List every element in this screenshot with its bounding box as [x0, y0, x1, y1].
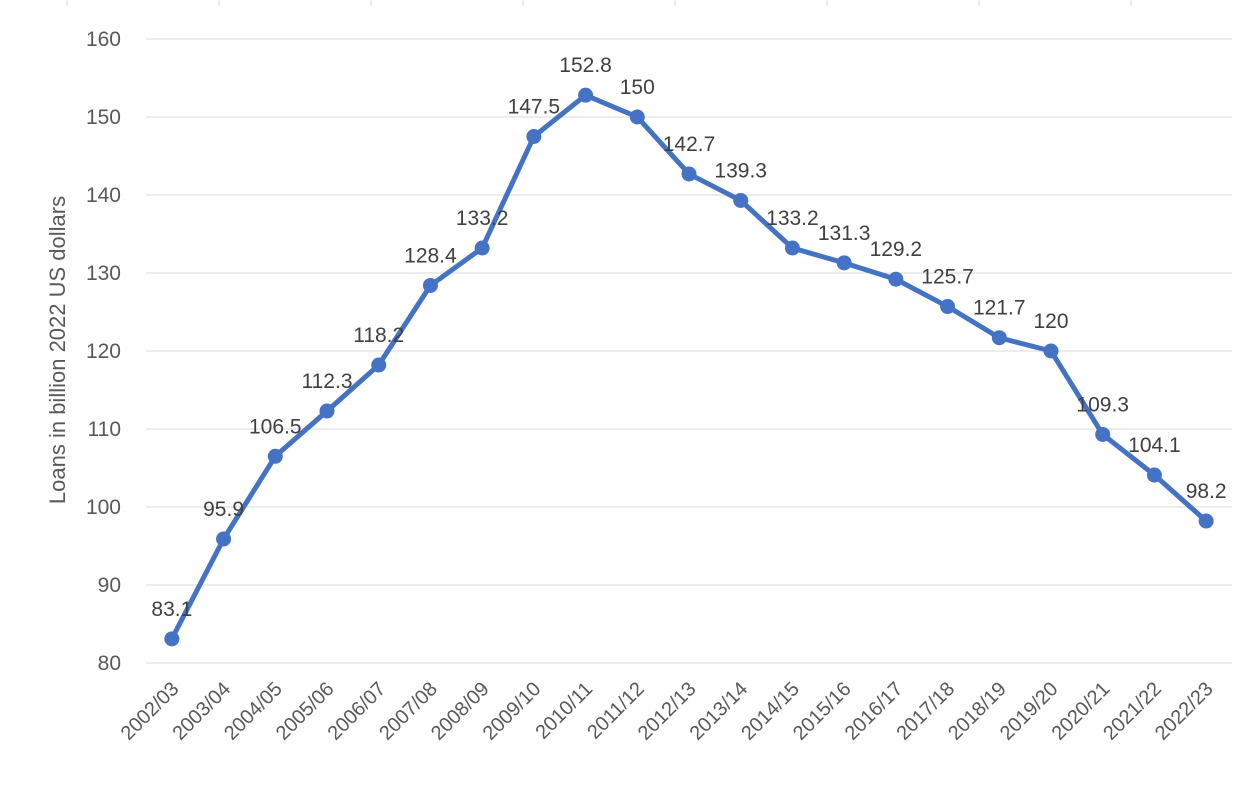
data-label: 109.3 [1076, 393, 1129, 416]
data-label: 128.4 [404, 244, 457, 267]
data-label: 121.7 [973, 297, 1026, 320]
data-point [474, 240, 490, 256]
data-label: 131.3 [818, 222, 871, 245]
x-axis-ticks: 2002/032003/042004/052005/062006/072007/… [117, 678, 1218, 745]
y-tick-label: 100 [86, 496, 121, 519]
data-label: 129.2 [870, 238, 923, 261]
data-label: 152.8 [559, 54, 612, 77]
data-point [371, 357, 387, 373]
y-tick-label: 150 [86, 106, 121, 129]
y-tick-label: 110 [88, 418, 121, 441]
data-point [1043, 343, 1059, 359]
data-point [836, 255, 852, 271]
data-label: 106.5 [249, 415, 302, 438]
data-label: 120 [1033, 310, 1068, 333]
y-tick-label: 160 [86, 28, 121, 51]
series-layer [164, 87, 1214, 647]
data-label: 83.1 [151, 598, 192, 621]
x-tick-label: 2010/11 [531, 678, 597, 744]
data-point [1198, 513, 1214, 529]
data-point [319, 403, 335, 419]
y-tick-label: 80 [98, 652, 121, 675]
y-tick-label: 130 [86, 262, 121, 285]
data-label: 142.7 [663, 133, 716, 156]
data-point [733, 192, 749, 208]
data-point [629, 109, 645, 125]
data-point [888, 271, 904, 287]
data-label: 95.9 [203, 498, 244, 521]
x-tick-label: 2022/23 [1151, 678, 1218, 745]
y-tick-label: 120 [86, 340, 121, 363]
data-point [681, 166, 697, 182]
data-point [578, 87, 594, 103]
data-label: 139.3 [714, 159, 767, 182]
data-label: 98.2 [1186, 480, 1227, 503]
data-label: 112.3 [302, 370, 353, 393]
y-tick-label: 140 [86, 184, 121, 207]
data-point [164, 631, 180, 647]
data-point [216, 531, 232, 547]
data-label: 133.2 [766, 207, 819, 230]
data-label: 118.2 [353, 324, 404, 347]
y-axis-ticks: 80 90 100 110 120 130 140 150 160 [86, 28, 121, 675]
y-axis-title: Loans in billion 2022 US dollars [45, 196, 70, 504]
data-point [422, 277, 438, 293]
data-label: 133.2 [456, 207, 509, 230]
data-point [526, 129, 542, 144]
data-point [1095, 426, 1111, 442]
data-label: 125.7 [921, 266, 974, 289]
data-point [267, 448, 283, 464]
data-label: 147.5 [508, 96, 561, 119]
data-point [784, 240, 800, 256]
data-point [991, 330, 1007, 346]
top-gridlines [66, 0, 1132, 6]
y-tick-label: 90 [98, 574, 121, 597]
x-tick-label: 2009/10 [479, 678, 546, 745]
data-label: 150 [620, 76, 655, 99]
data-label: 104.1 [1128, 434, 1181, 457]
data-point [1146, 467, 1162, 483]
data-point [940, 299, 956, 315]
